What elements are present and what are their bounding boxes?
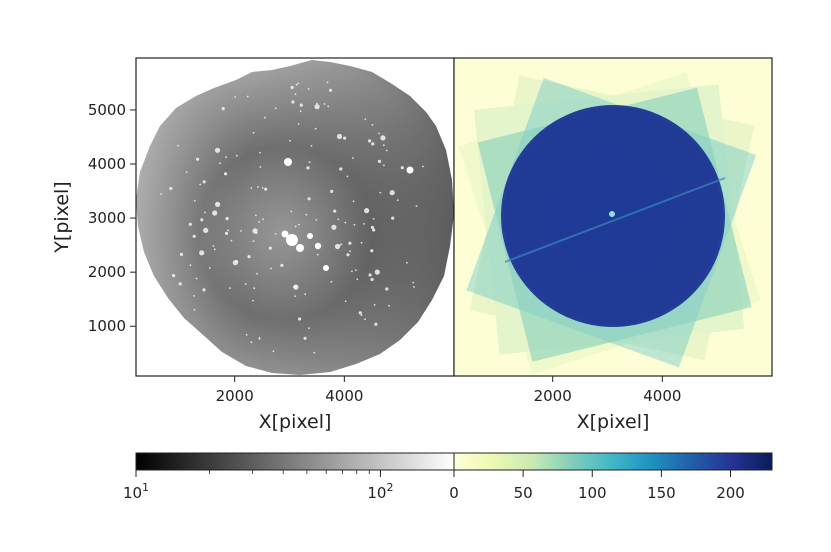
- ytick-label: 2000: [88, 263, 126, 281]
- exposure-center: [609, 211, 615, 217]
- mosaic-panel: [135, 57, 455, 377]
- mosaic-ylabel: Y[pixel]: [51, 181, 73, 253]
- xtick-label: 2000: [534, 387, 572, 405]
- xtick-label: 4000: [325, 387, 363, 405]
- colorbar-gray: [136, 453, 454, 470]
- xtick-label: 4000: [643, 387, 681, 405]
- exposure-xlabel: X[pixel]: [577, 411, 650, 433]
- exposure-panel: [453, 57, 773, 377]
- mosaic-stars: [160, 81, 424, 354]
- exposure-streak: [504, 177, 726, 263]
- ytick-label: 3000: [88, 209, 126, 227]
- ytick-label: 1000: [88, 317, 126, 335]
- colorbar-tick-label: 101: [123, 481, 149, 502]
- colorbar-tick-label: 200: [716, 484, 745, 502]
- colorbar-tick-label: 50: [514, 484, 533, 502]
- xtick-label: 2000: [216, 387, 254, 405]
- mosaic-xlabel: X[pixel]: [259, 411, 332, 433]
- ytick-label: 4000: [88, 155, 126, 173]
- colorbar-tick-label: 102: [367, 481, 393, 502]
- colorbar-tick-label: 150: [647, 484, 676, 502]
- colorbar: 101 102 0 50 100 150 200: [123, 452, 773, 502]
- ytick-label: 5000: [88, 101, 126, 119]
- colorbar-tick-label: 100: [578, 484, 607, 502]
- colorbar-ylgnbu: [454, 453, 772, 470]
- axes: X[pixel] X[pixel] Y[pixel] 2000 4000 1000 2…: [51, 101, 681, 433]
- colorbar-tick-label: 0: [449, 484, 459, 502]
- exposure-frame: [453, 57, 773, 377]
